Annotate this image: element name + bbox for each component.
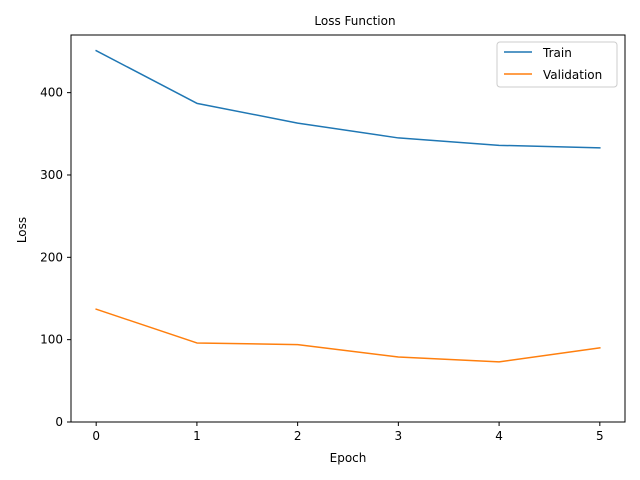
series-lines (95, 49, 601, 363)
y-axis-label: Loss (15, 217, 29, 243)
y-tick-label: 300 (40, 168, 63, 182)
y-tick-label: 100 (40, 333, 63, 347)
y-tick-label: 200 (40, 250, 63, 264)
x-tick-label: 2 (294, 429, 302, 443)
legend-box (496, 41, 618, 88)
chart-title: Loss Function (314, 14, 395, 28)
y-tick-label: 400 (40, 86, 63, 100)
x-tick-label: 1 (193, 429, 201, 443)
x-tick-label: 3 (395, 429, 403, 443)
legend: Train Validation (496, 41, 618, 88)
x-tick-label: 5 (596, 429, 604, 443)
x-tick-label: 0 (92, 429, 100, 443)
legend-label-train: Train (542, 46, 572, 60)
y-tick-label: 0 (55, 415, 63, 429)
plot-frame (70, 34, 626, 423)
series-line-train (95, 49, 601, 149)
x-axis-label: Epoch (330, 451, 367, 465)
legend-label-validation: Validation (543, 68, 602, 82)
series-line-validation (95, 308, 601, 363)
x-tick-label: 4 (495, 429, 503, 443)
axis-ticks: 0 1 2 3 4 5 0 100 200 300 400 (40, 86, 604, 443)
